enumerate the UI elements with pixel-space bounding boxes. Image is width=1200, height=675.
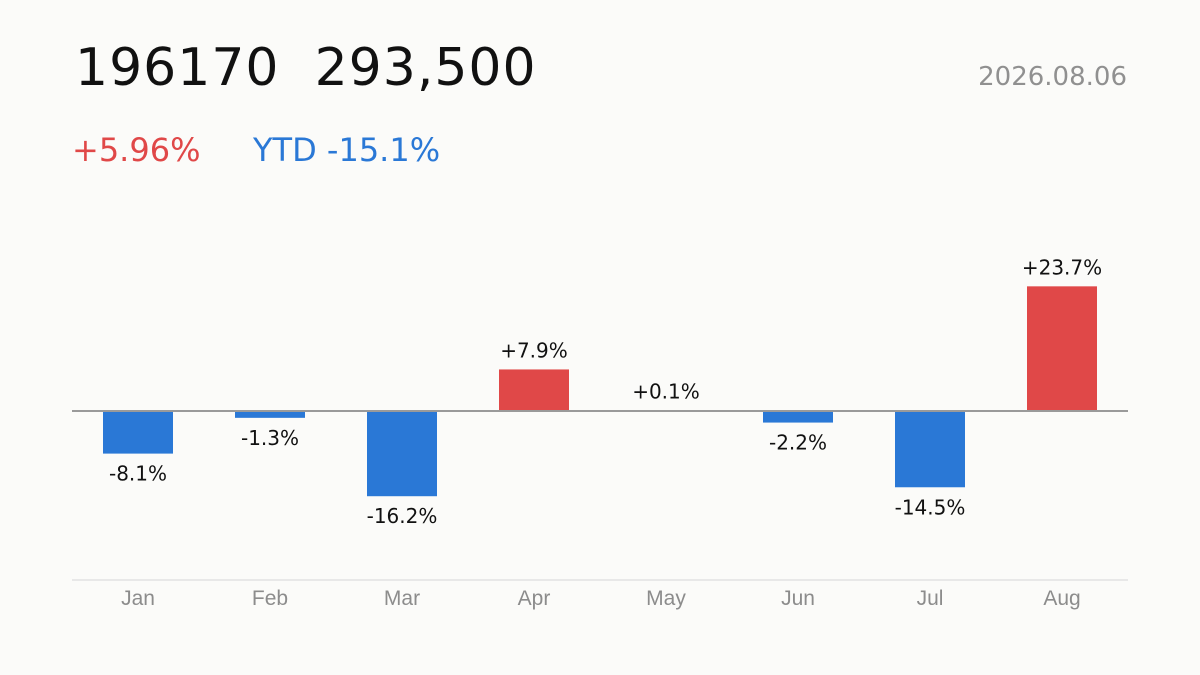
x-tick-aug: Aug (1043, 587, 1080, 610)
data-label-jan: -8.1% (109, 462, 167, 486)
x-tick-jun: Jun (781, 587, 815, 610)
x-tick-jan: Jan (121, 587, 155, 610)
bar-jan (103, 411, 173, 454)
bar-mar (367, 411, 437, 497)
data-label-mar: -16.2% (367, 504, 438, 528)
data-label-feb: -1.3% (241, 426, 299, 450)
daily-change: +5.96% (72, 131, 201, 169)
x-tick-apr: Apr (518, 587, 551, 610)
data-label-jun: -2.2% (769, 431, 827, 455)
x-tick-feb: Feb (252, 587, 288, 610)
date-label: 2026.08.06 (978, 62, 1127, 92)
bar-jul (895, 411, 965, 488)
bar-jun (763, 411, 833, 423)
x-tick-jul: Jul (917, 587, 944, 610)
data-label-jul: -14.5% (895, 495, 966, 519)
data-label-aug: +23.7% (1022, 255, 1102, 279)
x-tick-mar: Mar (384, 587, 420, 610)
bar-feb (235, 411, 305, 418)
bar-aug (1027, 286, 1097, 411)
data-label-may: +0.1% (632, 379, 700, 403)
ytd-change: YTD -15.1% (253, 131, 441, 169)
data-label-apr: +7.9% (500, 338, 568, 362)
x-tick-may: May (646, 587, 686, 610)
stock-title: 196170 293,500 (75, 38, 537, 98)
bar-apr (499, 369, 569, 411)
